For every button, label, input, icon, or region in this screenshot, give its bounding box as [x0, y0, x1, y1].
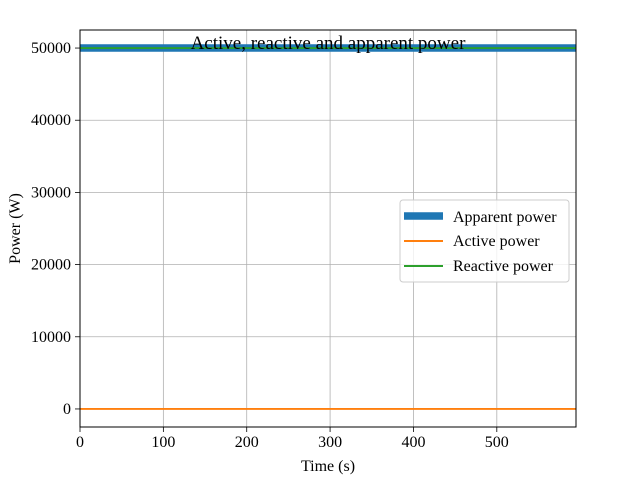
chart-title: Active, reactive and apparent power: [191, 33, 467, 54]
legend-label-reactive-power: Reactive power: [453, 258, 554, 275]
legend-label-apparent-power: Apparent power: [453, 209, 557, 226]
series-lines: [80, 44, 576, 410]
x-tick-label: 100: [151, 434, 175, 451]
x-axis-label: Time (s): [301, 458, 355, 475]
legend-label-active-power: Active power: [453, 233, 540, 250]
y-axis-label: Power (W): [7, 193, 24, 264]
y-tick-label: 30000: [31, 184, 71, 201]
y-tick-label: 40000: [31, 112, 71, 129]
y-tick-label: 50000: [31, 40, 71, 57]
y-tick-label: 10000: [31, 329, 71, 346]
legend: Apparent power Active power Reactive pow…: [399, 199, 570, 283]
axis-ticks: 0 100 200 300 400 500 0 10000 20000 30000 40000 500…: [31, 40, 509, 451]
x-tick-label: 400: [401, 434, 425, 451]
x-tick-label: 200: [235, 434, 259, 451]
y-tick-label: 0: [63, 401, 71, 418]
x-tick-label: 500: [485, 434, 509, 451]
x-tick-label: 0: [76, 434, 84, 451]
x-tick-label: 300: [318, 434, 342, 451]
y-tick-label: 20000: [31, 257, 71, 274]
legend-box: [399, 199, 570, 283]
axes-frame: [79, 29, 577, 428]
grid: [79, 30, 576, 427]
